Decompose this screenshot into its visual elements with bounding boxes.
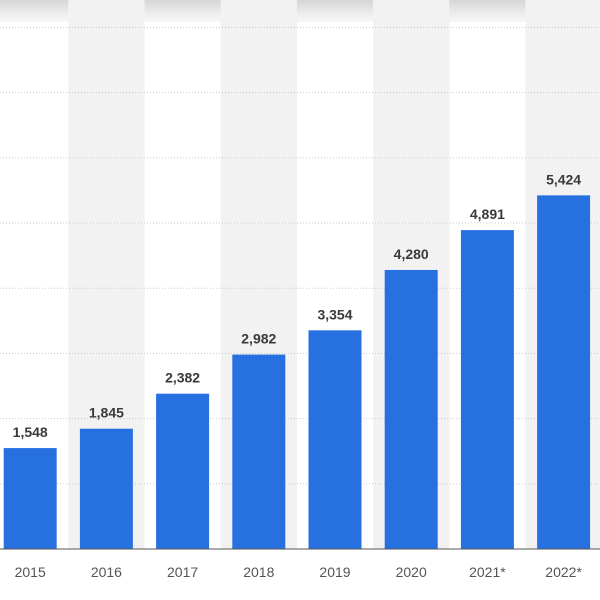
value-label: 1,548 (13, 424, 48, 440)
bar (79, 428, 133, 549)
x-tick-label: 2020 (396, 564, 427, 580)
x-tick-labels: 20142015201620172018201920202021*2022* (15, 564, 583, 580)
x-tick-label: 2022* (545, 564, 582, 580)
value-label: 2,382 (165, 370, 200, 386)
x-tick-label: 2016 (91, 564, 122, 580)
value-labels: 1,3251,5481,8452,3822,9823,3544,2804,891… (13, 171, 582, 440)
x-tick-label: 2021* (469, 564, 506, 580)
bar (308, 330, 362, 549)
x-tick-label: 2018 (243, 564, 274, 580)
bar (3, 448, 57, 549)
bar (156, 393, 210, 549)
value-label: 4,891 (470, 206, 505, 222)
value-label: 4,280 (394, 246, 429, 262)
top-shadow (0, 0, 600, 22)
bar (384, 269, 438, 549)
x-tick-label: 2015 (15, 564, 46, 580)
x-tick-label: 2017 (167, 564, 198, 580)
value-label: 3,354 (317, 306, 352, 322)
bar (537, 195, 591, 549)
value-label: 1,845 (89, 405, 124, 421)
bars (3, 195, 591, 549)
bar (460, 230, 514, 549)
x-tick-label: 2019 (319, 564, 350, 580)
value-label: 2,982 (241, 331, 276, 347)
bar (232, 354, 286, 549)
value-label: 5,424 (546, 171, 581, 187)
